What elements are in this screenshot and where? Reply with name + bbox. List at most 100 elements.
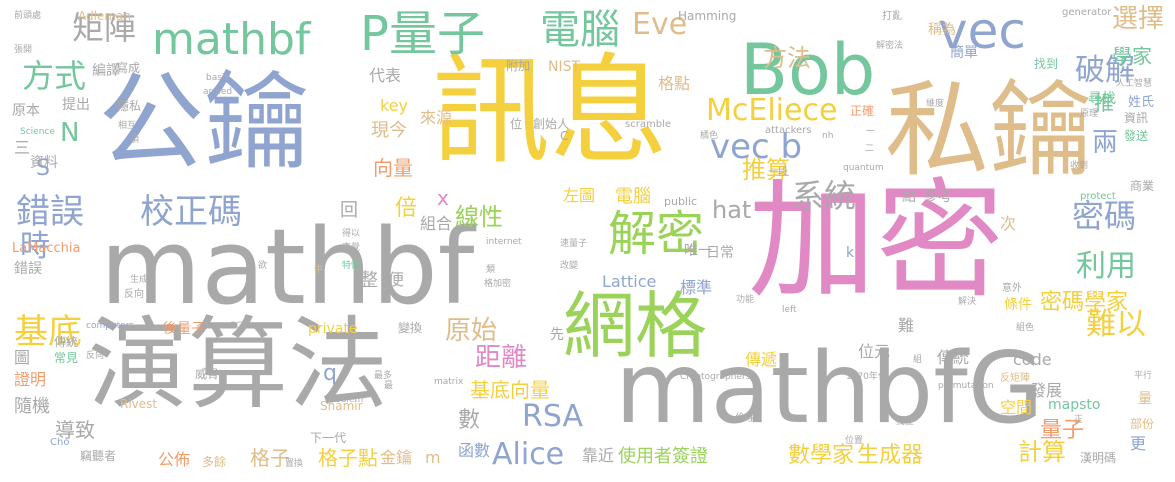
word-cloud-word: 下一代 xyxy=(310,431,347,445)
word-cloud-word: hat xyxy=(712,196,752,224)
word-cloud-word: 組 xyxy=(913,355,923,365)
word-cloud-word: 數 xyxy=(458,408,481,433)
word-cloud-word: 來源 xyxy=(420,108,453,127)
word-cloud-word: 次 xyxy=(1000,214,1017,233)
word-cloud-word: 後量子 xyxy=(163,321,205,337)
word-cloud-word: 錯誤 xyxy=(14,261,42,277)
word-cloud-word: 靠近 xyxy=(582,446,615,465)
word-cloud-word: problem xyxy=(326,395,364,405)
word-cloud-word: 一段 xyxy=(768,167,788,178)
word-cloud-word: mathbfG xyxy=(615,332,1044,446)
word-cloud-word: 生成器 xyxy=(857,443,924,468)
word-cloud-word: k xyxy=(846,245,855,261)
word-cloud-word: 基底向量 xyxy=(470,378,550,402)
word-cloud-word: 網格 xyxy=(563,284,708,368)
word-cloud-word: NIST xyxy=(548,59,581,75)
word-cloud-word: 倍 xyxy=(395,196,418,221)
word-cloud-word: 難 xyxy=(898,316,915,335)
word-cloud-word: 基底 xyxy=(14,312,82,352)
word-cloud-word: mathbf xyxy=(100,206,475,328)
word-cloud-word: 唯一 xyxy=(684,243,712,259)
word-cloud-word: 解密 xyxy=(608,206,705,262)
word-cloud-word: 直覺 xyxy=(342,243,361,253)
word-cloud-word: 訊息 xyxy=(432,42,669,180)
word-cloud-word: 商業 xyxy=(1130,179,1155,193)
word-cloud-word: 電腦 xyxy=(540,7,620,53)
word-cloud-word: 破解 xyxy=(1075,53,1135,88)
word-cloud-word: computers xyxy=(86,321,135,331)
word-cloud-word: Adleman xyxy=(78,9,131,23)
word-cloud-word: 推 xyxy=(1094,91,1114,115)
word-cloud-word: 反矩陣 xyxy=(1000,373,1030,384)
word-cloud-word: 漢明碼 xyxy=(1080,451,1117,465)
word-cloud-word: 方式 xyxy=(22,57,87,95)
word-cloud-word: 傳遞 xyxy=(745,350,778,369)
word-cloud-word: 位元 xyxy=(858,342,891,361)
word-cloud-word: 得以 xyxy=(342,229,361,239)
word-cloud-word: 圖 xyxy=(14,348,31,367)
word-cloud-word: permutation xyxy=(938,381,994,391)
word-cloud-word: 位置 xyxy=(845,436,864,446)
word-cloud-word: 特性 xyxy=(342,261,361,271)
word-cloud-word: 方法 xyxy=(763,44,811,72)
word-cloud-word: SGP xyxy=(230,321,249,331)
word-cloud-word: 正 xyxy=(1074,415,1084,425)
word-cloud-word: 回 xyxy=(340,200,358,221)
word-cloud-word: basis xyxy=(206,73,230,83)
word-cloud-word: 向量 xyxy=(373,156,413,180)
word-cloud-word: 推算 xyxy=(742,156,790,184)
word-cloud-word: 選擇 xyxy=(1112,4,1165,34)
word-cloud-word: x xyxy=(437,186,449,210)
word-cloud-word: left xyxy=(782,305,797,315)
word-cloud-word: 多餘 xyxy=(202,455,227,469)
word-cloud-word: 金鑰 xyxy=(380,448,413,467)
word-cloud-word: 線性 xyxy=(455,203,503,231)
word-cloud-word: protect xyxy=(1080,191,1116,202)
word-cloud-word: Lattice xyxy=(602,272,657,291)
word-cloud-word: 原本 xyxy=(12,103,40,119)
word-cloud-word: 學家 xyxy=(1112,44,1152,68)
word-cloud-word: 部份 xyxy=(1130,417,1155,431)
word-cloud-word: 變換 xyxy=(398,321,423,335)
word-cloud-word: 功能 xyxy=(736,295,755,305)
word-cloud-word: 速量子 xyxy=(560,239,588,249)
word-cloud-word: RSA xyxy=(522,399,583,434)
word-cloud-word: Rivest xyxy=(120,397,158,411)
word-cloud-word: 常見 xyxy=(54,351,79,365)
word-cloud-word: 三 xyxy=(14,138,31,157)
word-cloud-word: quantum xyxy=(843,163,884,173)
word-cloud-word: 隱私 xyxy=(117,99,142,113)
word-cloud-word: 組合 xyxy=(420,214,453,233)
word-cloud-word: 生成 xyxy=(130,275,149,285)
word-cloud-word: 點 xyxy=(902,189,916,205)
word-cloud-word: Eve xyxy=(632,7,688,42)
word-cloud-word: 找到 xyxy=(1034,57,1059,71)
word-cloud-word: 項 xyxy=(130,135,140,145)
word-cloud-word: 難以 xyxy=(1086,307,1146,342)
word-cloud-word: 便 xyxy=(388,270,405,289)
word-cloud-word: 公佈 xyxy=(158,450,191,469)
word-cloud-word: 條件 xyxy=(1004,297,1032,313)
word-cloud-word: 加密 xyxy=(748,167,1005,316)
word-cloud-word: 稱為 xyxy=(928,22,956,38)
word-cloud-word: 證明 xyxy=(14,370,47,389)
word-cloud-word: 最 xyxy=(384,381,394,391)
word-cloud-word: 正確 xyxy=(850,104,875,118)
word-cloud-word: Science xyxy=(20,127,55,137)
word-cloud-word: 原始 xyxy=(445,316,498,346)
word-cloud-word: 標準 xyxy=(680,278,713,297)
word-cloud-word: 傳統 xyxy=(937,348,970,367)
word-cloud-word: armed xyxy=(203,87,233,97)
word-cloud-word: 1970年代 xyxy=(846,372,887,382)
word-cloud-word: 竊聽者 xyxy=(80,449,117,463)
word-cloud-word: 類 xyxy=(486,265,496,275)
word-cloud-word: 時 xyxy=(20,229,50,264)
word-cloud-word: 格子點 xyxy=(318,446,378,470)
word-cloud-word: 提出 xyxy=(62,97,90,113)
word-cloud-word: attackers xyxy=(765,125,812,136)
word-cloud-word: McEliece xyxy=(706,93,838,128)
word-cloud-word: 隨機 xyxy=(14,396,50,417)
word-cloud-word: 平行 xyxy=(1134,371,1153,381)
word-cloud-word: Cho xyxy=(50,437,70,448)
word-cloud-word: Shamir xyxy=(320,399,363,413)
